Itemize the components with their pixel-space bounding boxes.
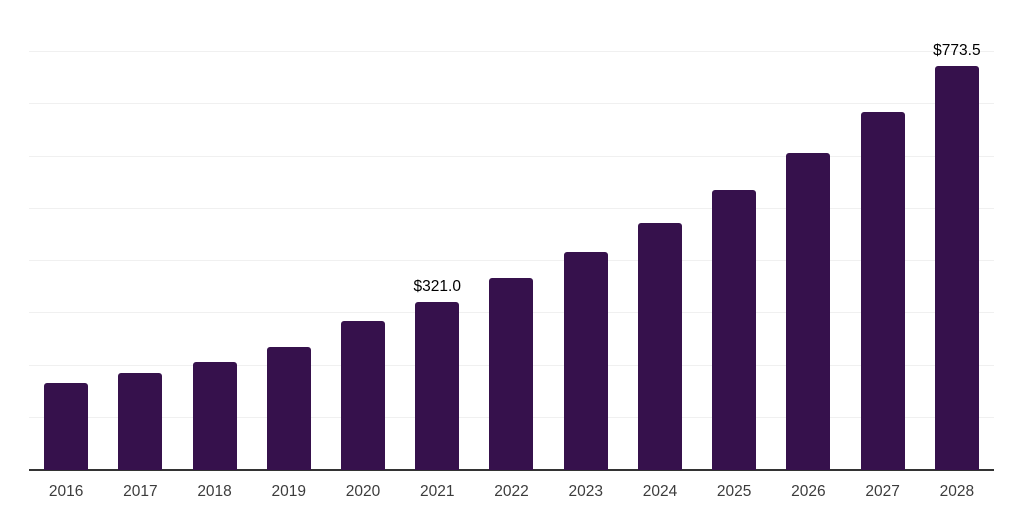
bar-column-2026: 2026 [771,0,845,500]
bar-2025 [712,190,757,470]
x-tick-label-2018: 2018 [197,483,232,500]
gridline-700 [29,103,994,105]
x-tick-label-2024: 2024 [642,483,678,500]
bar-2024 [637,223,682,470]
plot-area: 2016 2017 2018 2019 2020 $321.0 2021 2022 2023 20… [29,0,994,500]
bar-2017 [118,372,163,470]
x-tick-label-2023: 2023 [568,483,603,500]
gridline-500 [29,207,994,209]
data-label-2021: $321.0 [413,278,461,296]
bar-column-2016: 2016 [29,0,103,500]
gridline-400 [29,260,994,262]
bar-2028 [934,66,979,470]
bar-2027 [860,111,905,470]
bar-2021 [415,302,460,470]
bar-2026 [786,153,831,470]
x-tick-label-2016: 2016 [48,483,84,500]
bar-2022 [489,278,534,470]
data-label-2028: $773.5 [933,42,981,60]
x-tick-label-2021: 2021 [420,483,455,500]
bar-2023 [563,252,608,470]
x-tick-label-2020: 2020 [345,483,381,500]
x-tick-label-2026: 2026 [791,483,826,500]
bar-column-2019: 2019 [252,0,326,500]
x-tick-label-2022: 2022 [494,483,529,500]
bar-column-2017: 2017 [103,0,177,500]
bar-2019 [266,347,311,470]
x-axis-line [29,469,994,471]
x-tick-label-2027: 2027 [865,483,900,500]
bar-column-2021: $321.0 2021 [400,0,474,500]
bar-column-2025: 2025 [697,0,771,500]
bar-2020 [341,320,386,470]
bar-column-2022: 2022 [474,0,548,500]
x-tick-label-2028: 2028 [939,483,975,500]
x-tick-label-2019: 2019 [271,483,307,500]
gridline-800 [29,51,994,53]
bar-2018 [192,361,237,470]
bar-column-2024: 2024 [623,0,697,500]
bar-column-2027: 2027 [846,0,920,500]
x-tick-label-2017: 2017 [123,483,158,500]
bar-column-2028: $773.5 2028 [920,0,994,500]
bar-column-2018: 2018 [177,0,251,500]
bar-column-2020: 2020 [326,0,400,500]
x-tick-label-2025: 2025 [716,483,752,500]
bar-2016 [44,382,89,470]
gridline-600 [29,155,994,157]
bar-column-2023: 2023 [549,0,623,500]
